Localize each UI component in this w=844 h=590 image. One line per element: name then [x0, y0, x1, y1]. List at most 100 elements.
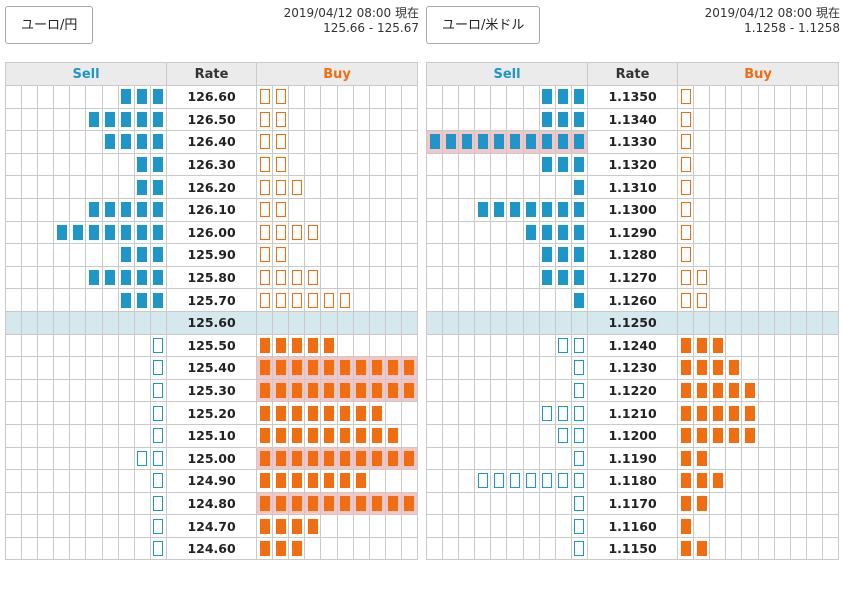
- sell-cell: [21, 85, 39, 109]
- sell-order-bar: [137, 224, 148, 240]
- sell-cell: [149, 401, 168, 425]
- sell-cell: [554, 197, 572, 222]
- buy-order-bar: [696, 473, 707, 489]
- buy-cell: [773, 469, 791, 493]
- sell-cell: [85, 469, 103, 493]
- buy-cell: [368, 333, 386, 358]
- rate-row: 124.70: [4, 514, 419, 538]
- buy-order-bar: [680, 428, 691, 444]
- sell-cell: [522, 356, 540, 380]
- sell-cell: [69, 130, 87, 154]
- sell-order-bar: [153, 270, 164, 286]
- sell-order-bar: [574, 134, 585, 150]
- sell-order-bar: [574, 495, 585, 511]
- buy-cell: [400, 265, 419, 290]
- buy-cell: [693, 536, 711, 561]
- order-book-panel-eur-usd: ユーロ/米ドル 2019/04/12 08:00 現在 1.1258 - 1.1…: [425, 0, 840, 590]
- sell-cell: [53, 310, 71, 335]
- buy-cell: [789, 356, 807, 380]
- buy-cell: [272, 310, 290, 335]
- sell-cell: [474, 243, 492, 267]
- buy-order-bar: [744, 383, 755, 399]
- buy-order-bar: [259, 270, 270, 286]
- header-row: Sell Rate Buy: [425, 62, 840, 86]
- sell-cell: [458, 446, 476, 471]
- currency-pair-button[interactable]: ユーロ/米ドル: [426, 6, 541, 44]
- buy-order-bar: [696, 541, 707, 557]
- sell-cell: [506, 220, 524, 245]
- sell-cell: [570, 85, 589, 109]
- buy-cell: [725, 152, 743, 177]
- sell-order-bar: [574, 450, 585, 466]
- sell-cell: [506, 469, 524, 493]
- buy-order-bar: [259, 541, 270, 557]
- buy-cell: [272, 401, 290, 425]
- sell-cell: [85, 423, 103, 448]
- buy-cell: [741, 446, 759, 471]
- sell-cell: [69, 446, 87, 471]
- buy-cell: [773, 446, 791, 471]
- buy-cell: [336, 423, 354, 448]
- sell-cell: [21, 469, 39, 493]
- rate-value: 124.80: [166, 491, 258, 516]
- buy-cell: [400, 220, 419, 245]
- sell-cell: [442, 378, 460, 403]
- buy-cell: [805, 378, 823, 403]
- buy-cell: [757, 378, 775, 403]
- buy-cell: [384, 446, 402, 471]
- buy-order-bar: [291, 179, 302, 195]
- sell-cell: [538, 288, 556, 312]
- sell-cell: [538, 265, 556, 290]
- buy-cell: [368, 491, 386, 516]
- buy-order-bar: [259, 134, 270, 150]
- sell-cell: [442, 356, 460, 380]
- buy-cell: [725, 310, 743, 335]
- sell-cell: [522, 288, 540, 312]
- buy-cell: [256, 423, 274, 448]
- buy-order-bar: [372, 383, 383, 399]
- sell-cell: [425, 310, 444, 335]
- sell-cell: [85, 197, 103, 222]
- buy-cell: [693, 152, 711, 177]
- rate-header: Rate: [166, 62, 258, 86]
- buy-cell: [352, 197, 370, 222]
- buy-cell: [320, 288, 338, 312]
- sell-cell: [21, 288, 39, 312]
- buy-cell: [272, 130, 290, 154]
- buy-order-bar: [340, 405, 351, 421]
- sell-cell: [37, 491, 55, 516]
- buy-order-bar: [259, 518, 270, 534]
- sell-cell: [458, 378, 476, 403]
- buy-cell: [821, 446, 840, 471]
- buy-order-bar: [323, 405, 334, 421]
- buy-cell: [693, 514, 711, 538]
- buy-order-bar: [388, 383, 399, 399]
- buy-cell: [368, 310, 386, 335]
- buy-cell: [272, 378, 290, 403]
- buy-cell: [693, 85, 711, 109]
- buy-order-bar: [275, 202, 286, 218]
- buy-cell: [352, 378, 370, 403]
- buy-cell: [693, 265, 711, 290]
- sell-cell: [21, 378, 39, 403]
- sell-cell: [442, 152, 460, 177]
- sell-order-bar: [510, 202, 521, 218]
- sell-cell: [474, 130, 492, 154]
- buy-cell: [272, 469, 290, 493]
- buy-cell: [677, 197, 695, 222]
- sell-header: Sell: [4, 62, 168, 86]
- buy-order-bar: [696, 270, 707, 286]
- sell-cell: [69, 536, 87, 561]
- sell-cell: [490, 423, 508, 448]
- sell-order-bar: [574, 383, 585, 399]
- buy-cell: [304, 423, 322, 448]
- sell-cell: [554, 469, 572, 493]
- currency-pair-button[interactable]: ユーロ/円: [5, 6, 94, 44]
- sell-cell: [149, 356, 168, 380]
- sell-order-bar: [153, 224, 164, 240]
- sell-cell: [554, 333, 572, 358]
- rate-value: 126.50: [166, 107, 258, 132]
- order-book-table: Sell Rate Buy 126.60 126.50 126.40 126.30 12…: [4, 62, 419, 561]
- sell-order-bar: [461, 134, 472, 150]
- buy-cell: [693, 333, 711, 358]
